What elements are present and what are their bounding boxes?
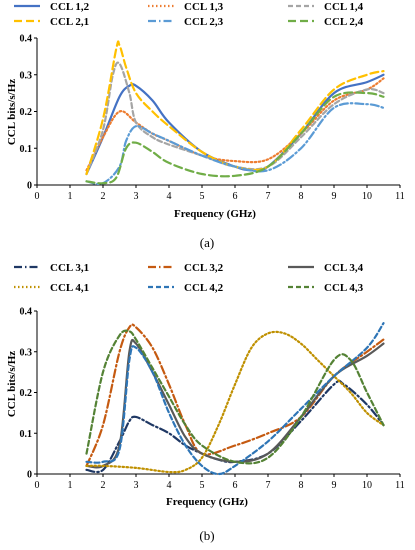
- y-axis-title-a: CCL bits/s/Hz: [6, 79, 18, 145]
- chart-b: CCL 3,1 CCL 3,2 CCL 3,4 CCL 4,1 CCL 4,2 CCL 4…: [6, 262, 405, 543]
- y-tick-label: 0.2: [20, 388, 33, 399]
- legend-item: CCL 4,3: [288, 282, 364, 294]
- legend-item: CCL 4,1: [14, 282, 89, 294]
- x-tick-label: 3: [134, 480, 139, 491]
- y-tick-label: 0.4: [20, 34, 33, 45]
- y-tick-label: 0.2: [20, 107, 33, 118]
- x-axis-title-a: Frequency (GHz): [174, 208, 256, 220]
- legend-label: CCL 2,4: [324, 16, 364, 28]
- x-axis-title-b: Frequency (GHz): [166, 496, 248, 508]
- legend-item: CCL 2,4: [288, 16, 364, 28]
- series-line-43: [85, 329, 385, 465]
- panel-label-a: (a): [200, 235, 214, 250]
- x-tick-label: 2: [101, 480, 106, 491]
- x-tick-label: 2: [101, 191, 106, 202]
- legend-label: CCL 1,4: [324, 1, 364, 13]
- panel-label-b: (b): [199, 528, 214, 543]
- plot-area-a: [85, 40, 385, 186]
- x-tick-label: 6: [233, 480, 238, 491]
- x-tick-label: 7: [266, 191, 271, 202]
- legend-label: CCL 1,2: [50, 1, 90, 13]
- series-line-14: [85, 61, 385, 176]
- x-tick-label: 0: [35, 191, 40, 202]
- legend-item: CCL 3,1: [14, 262, 89, 274]
- legend-label: CCL 2,1: [50, 16, 89, 28]
- series-line-21: [85, 40, 385, 176]
- x-tick-label: 4: [167, 480, 172, 491]
- legend-label: CCL 3,2: [184, 262, 224, 274]
- axes-b: 0 1 2 3 4 5 6 7 8 9 10 11 0 0.1 0.2 0.3 0.4: [20, 307, 405, 492]
- y-tick-label: 0.1: [20, 144, 33, 155]
- legend-item: CCL 1,2: [14, 1, 90, 13]
- series-line-12: [85, 73, 385, 176]
- x-tick-label: 6: [233, 191, 238, 202]
- x-tick-label: 11: [395, 191, 405, 202]
- legend-label: CCL 3,1: [50, 262, 89, 274]
- legend-label: CCL 3,4: [324, 262, 364, 274]
- series-line-23: [85, 102, 385, 186]
- y-tick-label: 0: [27, 470, 32, 481]
- plot-area-b: [85, 322, 385, 476]
- x-tick-label: 8: [299, 191, 304, 202]
- legend-label: CCL 2,3: [184, 16, 224, 28]
- series-line-42: [85, 322, 385, 476]
- x-tick-label: 1: [68, 480, 73, 491]
- y-tick-label: 0.4: [20, 307, 33, 318]
- legend-item: CCL 3,4: [288, 262, 364, 274]
- y-tick-label: 0.3: [20, 347, 33, 358]
- x-tick-label: 3: [134, 191, 139, 202]
- legend-label: CCL 1,3: [184, 1, 224, 13]
- legend-label: CCL 4,1: [50, 282, 89, 294]
- legend-item: CCL 1,3: [148, 1, 224, 13]
- legend-label: CCL 4,2: [184, 282, 224, 294]
- chart-a: CCL 1,2 CCL 1,3 CCL 1,4 CCL 2,1 CCL 2,3 CCL 2…: [6, 1, 405, 250]
- x-tick-label: 7: [266, 480, 271, 491]
- legend-item: CCL 2,3: [148, 16, 224, 28]
- x-tick-label: 5: [200, 191, 205, 202]
- x-tick-label: 10: [362, 480, 372, 491]
- legend-item: CCL 3,2: [148, 262, 224, 274]
- series-line-31: [85, 379, 385, 474]
- x-tick-label: 9: [332, 480, 337, 491]
- x-tick-label: 4: [167, 191, 172, 202]
- x-tick-label: 5: [200, 480, 205, 491]
- legend-b: CCL 3,1 CCL 3,2 CCL 3,4 CCL 4,1 CCL 4,2 CCL 4…: [14, 262, 364, 294]
- series-line-13: [85, 77, 385, 172]
- legend-item: CCL 1,4: [288, 1, 364, 13]
- series-line-34: [85, 338, 385, 469]
- legend-item: CCL 2,1: [14, 16, 89, 28]
- legend-a: CCL 1,2 CCL 1,3 CCL 1,4 CCL 2,1 CCL 2,3 CCL 2…: [14, 1, 364, 28]
- series-line-41: [85, 330, 385, 474]
- y-axis-title-b: CCL bits/s/Hz: [6, 351, 18, 417]
- x-tick-label: 1: [68, 191, 73, 202]
- x-tick-label: 8: [299, 480, 304, 491]
- y-tick-label: 0.1: [20, 429, 33, 440]
- axes-a: 0 1 2 3 4 5 6 7 8 9 10 11 0 0.1 0.2 0.3 0.4: [20, 34, 405, 203]
- legend-label: CCL 4,3: [324, 282, 364, 294]
- legend-item: CCL 4,2: [148, 282, 224, 294]
- y-tick-label: 0: [27, 181, 32, 192]
- x-tick-label: 10: [362, 191, 372, 202]
- x-tick-label: 9: [332, 191, 337, 202]
- x-tick-label: 0: [35, 480, 40, 491]
- x-tick-label: 11: [395, 480, 405, 491]
- y-tick-label: 0.3: [20, 70, 33, 81]
